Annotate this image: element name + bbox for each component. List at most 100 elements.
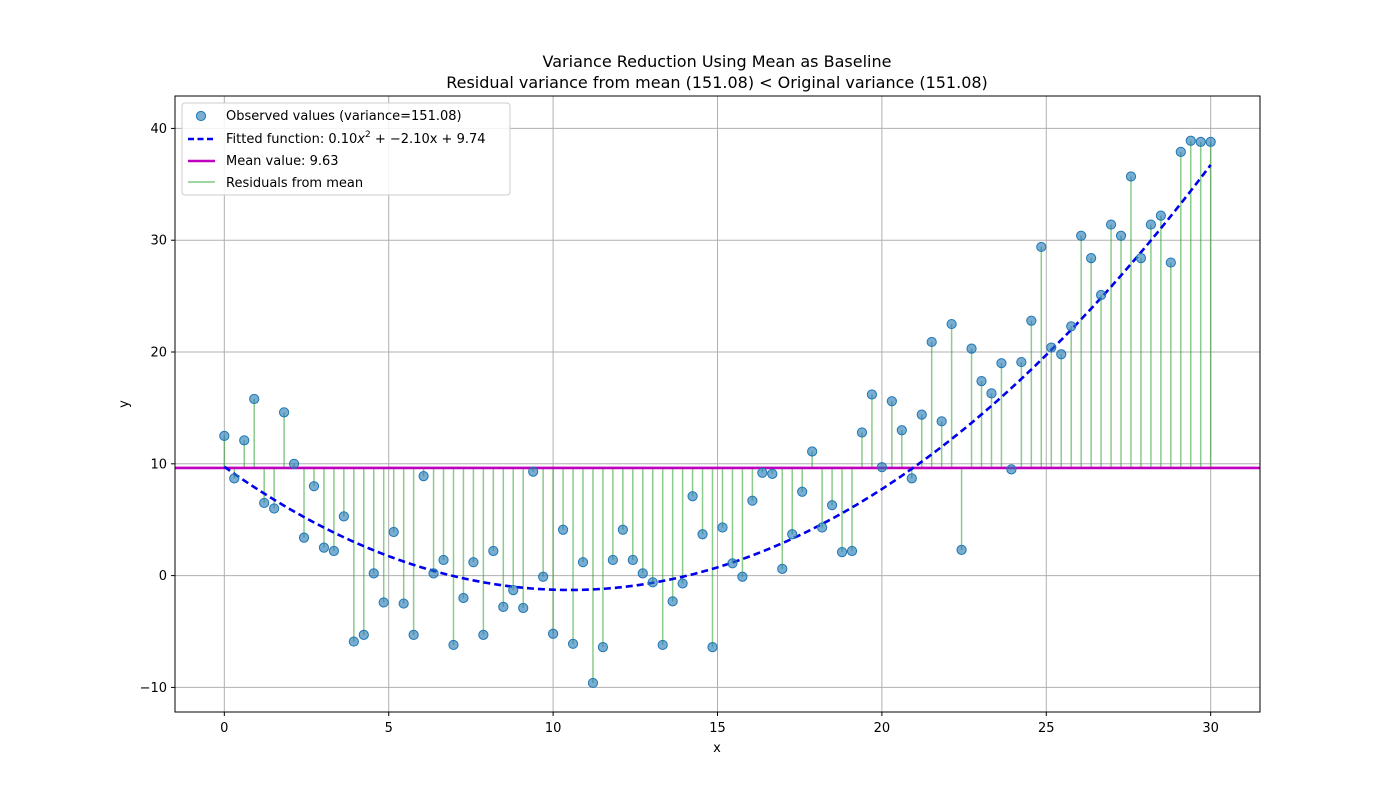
data-point: [378, 597, 389, 608]
data-point: [239, 435, 250, 446]
data-point: [348, 636, 359, 647]
x-tick-label: 20: [874, 721, 891, 736]
data-point: [797, 486, 808, 497]
data-point: [1095, 289, 1107, 301]
x-tick-label: 0: [220, 721, 228, 736]
data-point: [577, 557, 589, 568]
x-tick-label: 30: [1202, 721, 1219, 736]
legend-fitted-var: x: [356, 132, 365, 147]
data-point: [826, 500, 838, 511]
data-point: [368, 568, 379, 579]
data-point: [1006, 464, 1017, 475]
y-tick-label: 0: [159, 569, 167, 584]
data-point: [727, 558, 738, 569]
data-point: [528, 466, 539, 477]
y-tick-label: 10: [150, 457, 167, 472]
residual-lines: [223, 140, 1212, 683]
data-point: [1115, 230, 1127, 241]
data-point: [1105, 219, 1117, 230]
data-point: [458, 592, 469, 604]
legend-marker-observed: [195, 110, 207, 122]
data-point: [777, 563, 788, 575]
data-point: [1056, 349, 1067, 360]
data-point: [219, 430, 230, 441]
data-point: [836, 547, 848, 558]
legend-label-fitted: Fitted function: 0.10x2 + −2.10x + 9.74: [226, 130, 486, 147]
data-point: [1026, 315, 1037, 326]
data-point: [906, 473, 917, 484]
data-point: [1205, 136, 1216, 147]
data-point: [866, 389, 878, 400]
data-point: [707, 642, 718, 653]
legend-label-observed: Observed values (variance=151.08): [226, 109, 462, 124]
legend-fitted-suffix: + −2.10x + 9.74: [371, 132, 486, 147]
data-point: [996, 358, 1007, 369]
legend: Observed values (variance=151.08) Fitted…: [181, 102, 511, 196]
data-point: [757, 467, 768, 478]
x-axis-ticks: 0 5 10 15 20 25 30: [220, 712, 1219, 736]
data-point: [876, 462, 887, 473]
data-point: [388, 526, 399, 538]
data-point: [259, 497, 270, 509]
data-point: [667, 596, 678, 607]
legend-fitted-sup: 2: [365, 130, 371, 140]
data-point: [249, 393, 260, 405]
x-tick-label: 25: [1038, 721, 1055, 736]
data-point: [976, 375, 987, 387]
y-axis-label: y: [117, 400, 132, 408]
x-axis-label: x: [713, 741, 721, 756]
fitted-curve-group: [223, 164, 1212, 592]
data-point: [856, 427, 868, 438]
data-point: [647, 577, 658, 588]
data-point: [418, 471, 429, 482]
data-point: [886, 396, 897, 407]
data-point: [817, 522, 828, 533]
data-point: [926, 336, 937, 348]
data-point: [677, 578, 688, 589]
data-point: [627, 554, 638, 566]
legend-fitted-prefix: Fitted function: 0.10: [226, 132, 357, 147]
data-point: [328, 545, 340, 557]
data-point: [1036, 241, 1047, 253]
data-point: [448, 639, 459, 651]
data-point: [807, 446, 818, 457]
data-point: [318, 542, 330, 553]
data-point: [966, 343, 977, 354]
data-point: [767, 468, 778, 479]
y-tick-label: 30: [150, 234, 167, 249]
data-point: [1165, 257, 1176, 268]
data-point: [518, 602, 529, 614]
legend-box: [181, 102, 511, 196]
data-point: [229, 473, 240, 484]
data-point: [1086, 253, 1097, 264]
chart-subtitle: Residual variance from mean (151.08) < O…: [446, 73, 988, 92]
x-tick-label: 10: [545, 721, 562, 736]
data-point: [1046, 342, 1057, 353]
data-point: [478, 629, 489, 640]
data-point: [597, 642, 609, 653]
data-point: [1076, 230, 1087, 241]
data-point: [1066, 321, 1077, 332]
data-point: [1185, 135, 1196, 146]
data-point: [787, 529, 798, 540]
data-point: [1155, 210, 1166, 221]
y-tick-label: 40: [150, 122, 167, 137]
data-point: [1135, 253, 1147, 264]
data-point: [278, 407, 290, 418]
x-tick-label: 5: [385, 721, 393, 736]
data-point: [408, 629, 419, 640]
legend-label-residuals: Residuals from mean: [226, 176, 363, 191]
data-point: [896, 425, 907, 436]
data-point: [269, 503, 280, 514]
data-point: [338, 511, 349, 522]
data-point: [697, 529, 708, 540]
data-point: [657, 639, 668, 651]
y-tick-label: −10: [140, 681, 167, 696]
data-point: [508, 585, 519, 596]
data-point: [548, 628, 559, 639]
data-point: [567, 638, 579, 649]
data-point: [438, 554, 449, 566]
data-point: [607, 554, 618, 566]
data-point: [428, 568, 439, 579]
